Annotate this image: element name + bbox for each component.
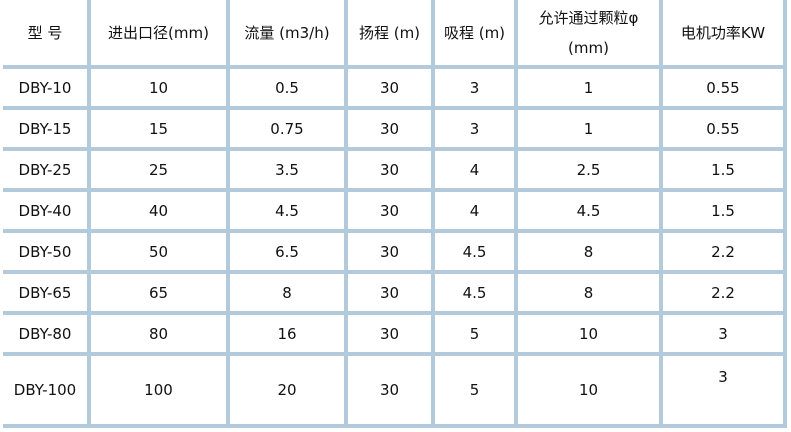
cell-power: 0.55 <box>663 69 783 106</box>
cell-power: 0.55 <box>663 110 783 147</box>
cell-diameter: 40 <box>91 192 226 229</box>
cell-suction: 4 <box>435 151 514 188</box>
cell-diameter: 100 <box>91 356 226 424</box>
cell-head: 30 <box>348 110 431 147</box>
cell-suction: 3 <box>435 69 514 106</box>
cell-flow: 4.5 <box>230 192 344 229</box>
cell-head: 30 <box>348 356 431 424</box>
cell-diameter: 10 <box>91 69 226 106</box>
cell-diameter: 80 <box>91 315 226 352</box>
cell-power: 2.2 <box>663 274 783 311</box>
cell-head: 30 <box>348 192 431 229</box>
cell-power: 1.5 <box>663 192 783 229</box>
cell-particle: 8 <box>518 233 659 270</box>
header-model: 型 号 <box>3 0 87 65</box>
cell-model: DBY-10 <box>3 69 87 106</box>
cell-suction: 3 <box>435 110 514 147</box>
cell-power: 2.2 <box>663 233 783 270</box>
cell-suction: 4.5 <box>435 233 514 270</box>
cell-flow: 0.5 <box>230 69 344 106</box>
cell-power: 3 <box>663 315 783 352</box>
cell-suction: 4 <box>435 192 514 229</box>
cell-flow: 20 <box>230 356 344 424</box>
cell-power: 1.5 <box>663 151 783 188</box>
cell-particle: 2.5 <box>518 151 659 188</box>
cell-flow: 3.5 <box>230 151 344 188</box>
cell-head: 30 <box>348 274 431 311</box>
header-head: 扬程 (m) <box>348 0 431 65</box>
cell-model: DBY-25 <box>3 151 87 188</box>
cell-suction: 4.5 <box>435 274 514 311</box>
cell-particle: 4.5 <box>518 192 659 229</box>
header-line: (mm) <box>568 38 609 57</box>
header-particle: 允许通过颗粒φ (mm) <box>518 0 659 65</box>
cell-particle: 8 <box>518 274 659 311</box>
header-flow: 流量 (m3/h) <box>230 0 344 65</box>
cell-flow: 8 <box>230 274 344 311</box>
cell-model: DBY-15 <box>3 110 87 147</box>
cell-particle: 1 <box>518 110 659 147</box>
cell-head: 30 <box>348 315 431 352</box>
cell-diameter: 15 <box>91 110 226 147</box>
cell-diameter: 25 <box>91 151 226 188</box>
cell-power: 3 <box>663 356 783 424</box>
header-power: 电机功率KW <box>663 0 783 65</box>
cell-particle: 10 <box>518 356 659 424</box>
cell-head: 30 <box>348 233 431 270</box>
cell-head: 30 <box>348 69 431 106</box>
cell-head: 30 <box>348 151 431 188</box>
cell-model: DBY-65 <box>3 274 87 311</box>
cell-suction: 5 <box>435 356 514 424</box>
header-diameter: 进出口径(mm) <box>91 0 226 65</box>
header-suction: 吸程 (m) <box>435 0 514 65</box>
cell-flow: 0.75 <box>230 110 344 147</box>
cell-model: DBY-80 <box>3 315 87 352</box>
header-line: 允许通过颗粒φ <box>538 8 639 27</box>
cell-suction: 5 <box>435 315 514 352</box>
cell-model: DBY-40 <box>3 192 87 229</box>
cell-particle: 1 <box>518 69 659 106</box>
cell-model: DBY-50 <box>3 233 87 270</box>
cell-particle: 10 <box>518 315 659 352</box>
cell-flow: 6.5 <box>230 233 344 270</box>
cell-model: DBY-100 <box>3 356 87 424</box>
pump-spec-table: 型 号进出口径(mm) 流量 (m3/h) 扬程 (m) 吸程 (m) 允许通过颗粒φ (… <box>3 0 787 428</box>
cell-diameter: 65 <box>91 274 226 311</box>
cell-diameter: 50 <box>91 233 226 270</box>
cell-flow: 16 <box>230 315 344 352</box>
